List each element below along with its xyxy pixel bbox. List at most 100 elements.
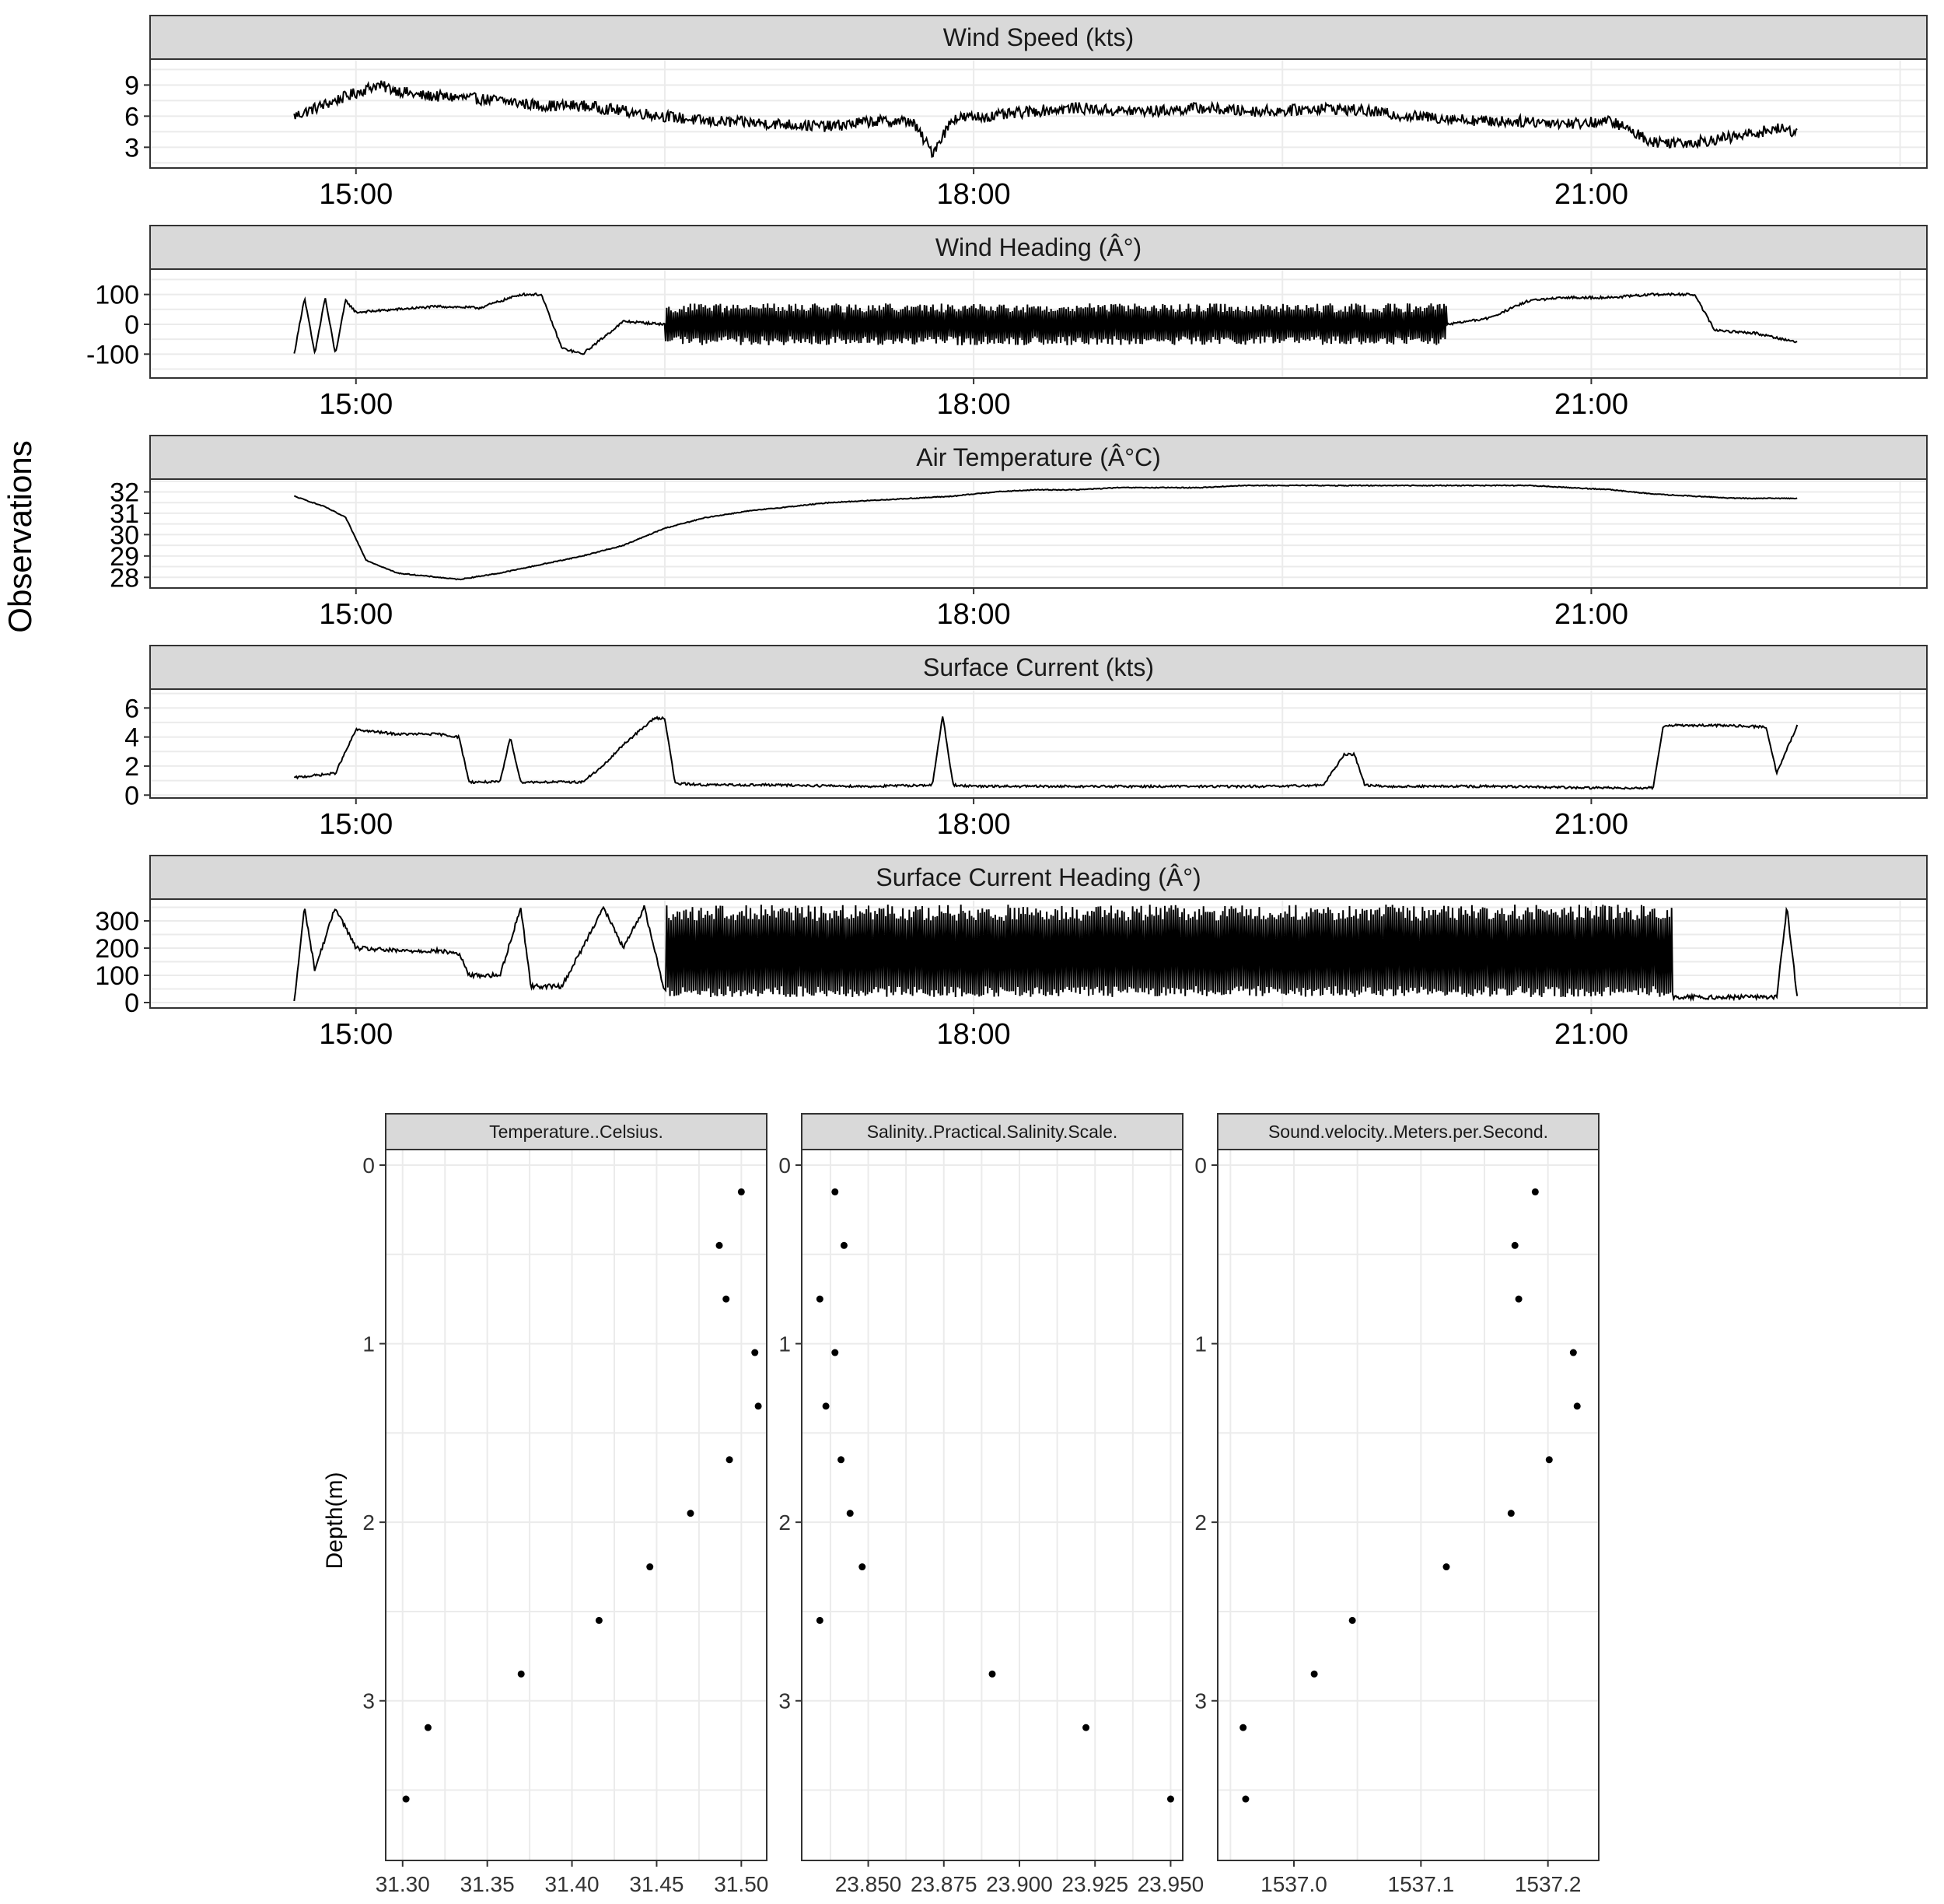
panel-border (149, 58, 1928, 169)
y-tick-label: 30 (110, 520, 139, 550)
y-tick-label: 2 (778, 1510, 791, 1535)
y-tick-label: 31 (110, 499, 139, 529)
x-tick-label: 31.40 (545, 1872, 600, 1896)
x-tick-label: 18:00 (937, 1018, 1011, 1051)
y-tick-label: 100 (95, 281, 139, 310)
series-line (293, 905, 1799, 1003)
facet-title: Temperature..Celsius. (489, 1122, 663, 1142)
data-point (402, 1795, 410, 1803)
x-tick-label: 23.875 (911, 1872, 977, 1896)
data-point (858, 1563, 866, 1571)
facet-title: Salinity..Practical.Salinity.Scale. (867, 1122, 1118, 1142)
x-tick-label: 15:00 (319, 808, 393, 841)
y-tick-label: 0 (362, 1153, 375, 1178)
x-tick-label: 18:00 (937, 388, 1011, 421)
data-point (1310, 1670, 1318, 1678)
y-tick-label: 2 (362, 1510, 375, 1535)
y-tick-label: 0 (124, 989, 139, 1018)
y-tick-label: 0 (1194, 1153, 1207, 1178)
data-point (1515, 1295, 1523, 1303)
y-tick-label: -100 (86, 340, 139, 369)
y-tick-label: 100 (95, 961, 139, 991)
y-tick-label: 1 (362, 1332, 375, 1356)
facet-title: Sound.velocity..Meters.per.Second. (1268, 1122, 1548, 1142)
x-tick-label: 18:00 (937, 598, 1011, 631)
x-tick-label: 15:00 (319, 1018, 393, 1051)
depth-profile-panels: Temperature..Celsius. 0 1 2 3 31.30 31.35 31.40… (362, 1113, 1600, 1896)
x-tick-label: 23.950 (1138, 1872, 1205, 1896)
y-tick-label: 0 (124, 310, 139, 340)
y-tick-label: 9 (124, 71, 139, 100)
data-point (831, 1349, 839, 1356)
data-point (424, 1724, 432, 1731)
data-point (1166, 1795, 1174, 1803)
data-point (1242, 1795, 1250, 1803)
x-tick-label: 31.35 (460, 1872, 515, 1896)
data-point (1573, 1402, 1581, 1410)
data-point (1545, 1456, 1553, 1464)
facet-title: Surface Current (kts) (923, 653, 1154, 681)
y-tick-label: 0 (124, 781, 139, 810)
y-tick-label: 200 (95, 934, 139, 964)
x-tick-label: 21:00 (1554, 808, 1628, 841)
y-tick-label: 6 (124, 102, 139, 131)
data-point (1569, 1349, 1577, 1356)
y-tick-label: 1 (778, 1332, 791, 1356)
data-point (715, 1241, 723, 1249)
data-point (754, 1402, 762, 1410)
panel-temperature-celsius: Temperature..Celsius. 0 1 2 3 31.30 31.35 31.40… (362, 1113, 768, 1896)
y-tick-label: 2 (124, 752, 139, 782)
data-point (687, 1510, 694, 1517)
data-point (1442, 1563, 1450, 1571)
x-tick-label: 1537.1 (1388, 1872, 1455, 1896)
facet-strip (149, 225, 1928, 270)
y-tick-label: 3 (124, 133, 139, 163)
data-point (1082, 1724, 1090, 1731)
panel-border (1217, 1149, 1600, 1861)
x-tick-label: 18:00 (937, 808, 1011, 841)
y-tick-label: 4 (124, 723, 139, 753)
data-point (722, 1295, 730, 1303)
x-tick-label: 15:00 (319, 598, 393, 631)
data-point (988, 1670, 996, 1678)
y-tick-label: 3 (362, 1689, 375, 1713)
x-tick-label: 23.850 (835, 1872, 902, 1896)
data-point (816, 1616, 823, 1624)
facet-strip (149, 645, 1928, 690)
data-point (751, 1349, 759, 1356)
data-point (646, 1563, 654, 1571)
data-point (816, 1295, 823, 1303)
x-tick-label: 31.45 (629, 1872, 684, 1896)
panel-border (149, 688, 1928, 799)
y-tick-label: 3 (778, 1689, 791, 1713)
y-tick-label: 300 (95, 907, 139, 936)
bottom-y-axis-label: Depth(m) (322, 1472, 348, 1569)
x-tick-label: 23.925 (1061, 1872, 1128, 1896)
panel-sound-velocity-meters-per-second: Sound.velocity..Meters.per.Second. 0 1 2 3 15… (1194, 1113, 1600, 1896)
data-point (595, 1616, 603, 1624)
y-tick-label: 1 (1194, 1332, 1207, 1356)
x-tick-label: 23.900 (986, 1872, 1053, 1896)
data-point (837, 1456, 845, 1464)
facet-strip (149, 855, 1928, 900)
data-point (1511, 1241, 1519, 1249)
data-point (840, 1241, 848, 1249)
panel-border (801, 1149, 1184, 1861)
y-tick-label: 6 (124, 694, 139, 723)
panel-wind-speed-kts: Wind Speed (kts) 963 15:00 18:00 21:00 (124, 15, 1928, 211)
x-tick-label: 21:00 (1554, 598, 1628, 631)
data-point (1531, 1188, 1539, 1195)
data-point (517, 1670, 525, 1678)
y-tick-label: 2 (1194, 1510, 1207, 1535)
data-point (822, 1402, 830, 1410)
x-tick-label: 15:00 (319, 178, 393, 211)
facet-title: Surface Current Heading (Â°) (876, 863, 1201, 891)
series-line (293, 484, 1798, 581)
facet-strip (801, 1113, 1184, 1150)
data-point (1239, 1724, 1247, 1731)
y-tick-label: 32 (110, 478, 139, 507)
